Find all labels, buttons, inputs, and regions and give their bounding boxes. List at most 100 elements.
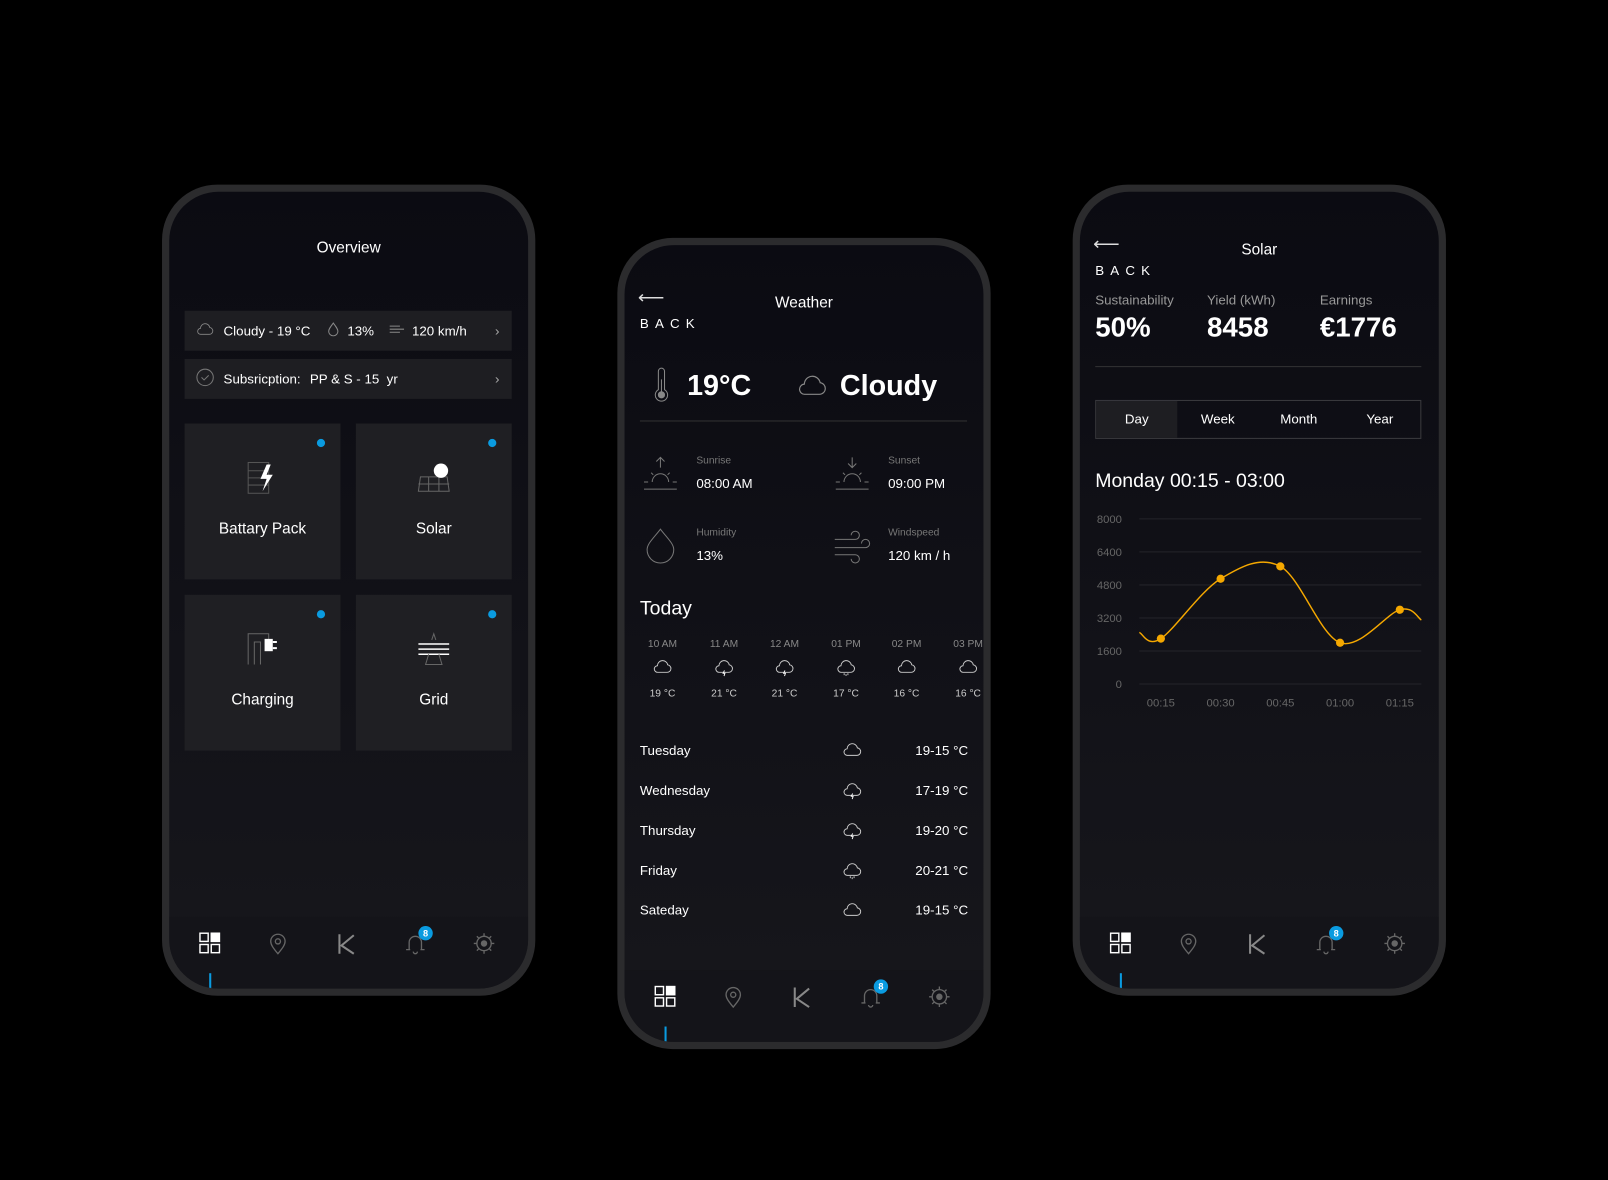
cloud-lightning-icon [841,819,864,845]
chevron-right-icon: › [494,371,500,387]
gear-icon [473,933,496,958]
back-arrow-icon[interactable]: ⟵ [1093,233,1120,255]
status-dot [488,610,497,619]
sunset-label: Sunset [888,455,921,467]
tab-day[interactable]: Day [1096,400,1178,438]
bell-icon [859,988,882,1012]
sunrise-value: 08:00 AM [696,475,753,492]
phone-solar: ⟵ BACK Solar Sustainability 50% Yield (k… [1072,184,1446,996]
hour-temp: 21 °C [771,688,798,700]
hourly-item: 02 PM 16 °C [881,639,932,700]
bottom-nav: 8 [1079,916,1439,989]
sunrise-icon [642,455,679,497]
day-name: Wednesday [639,782,711,798]
nav-k-logo[interactable] [1246,932,1271,957]
subscription-label: Subsricption: [223,371,301,387]
phone-overview: Overview Cloudy - 19 °C 13% 120 km/h › S… [162,184,536,996]
day-temp-range: 20-21 °C [915,862,969,878]
nav-notifications[interactable]: 8 [859,979,889,1012]
day-temp-range: 19-20 °C [915,822,969,838]
phone-weather: ⟵ BACK Weather 19°C Cloudy Sunrise 08:00… [617,237,991,1050]
day-name: Sateday [639,902,689,918]
status-dot [316,610,326,619]
notification-badge: 8 [1329,926,1344,941]
solar-screen: ⟵ BACK Solar Sustainability 50% Yield (k… [1079,191,1439,989]
humidity-label: Humidity [696,527,737,539]
nav-notifications[interactable]: 8 [404,926,433,958]
nav-dashboard[interactable] [1109,932,1135,957]
y-tick-label: 8000 [1097,514,1122,526]
y-tick-label: 1600 [1097,646,1122,658]
hour-temp: 16 °C [955,688,981,700]
weather-summary-bar[interactable]: Cloudy - 19 °C 13% 120 km/h › [184,310,512,351]
cloud-icon [841,899,864,925]
y-tick-label: 6400 [1097,547,1122,559]
cloud-lightning-icon [759,656,810,684]
tile-charging[interactable]: Charging [184,594,341,751]
tile-solar[interactable]: Solar [355,423,512,580]
stat-label-sustainability: Sustainability [1095,292,1174,308]
cloud-lightning-icon [841,779,864,805]
hour-temp: 17 °C [833,688,859,700]
data-point [1216,574,1225,583]
nav-dashboard[interactable] [199,932,224,957]
daily-row: Friday 20-21 °C [640,862,968,883]
day-temp-range: 17-19 °C [915,782,969,798]
subscription-bar[interactable]: Subsricption: PP & S - 15 yr › [184,358,512,399]
nav-location[interactable] [722,986,747,1011]
nav-k-logo[interactable] [335,932,360,957]
sunset-value: 09:00 PM [888,475,946,492]
x-tick-label: 01:00 [1326,698,1354,710]
tile-battery-pack[interactable]: Battary Pack [184,423,341,580]
nav-settings[interactable] [928,986,953,1011]
daily-row: Tuesday 19-15 °C [640,742,968,763]
nav-k-logo[interactable] [791,986,816,1011]
nav-location[interactable] [267,932,292,957]
page-title: Solar [1241,240,1278,259]
tile-label: Battary Pack [218,519,307,538]
divider [1095,366,1422,368]
nav-settings[interactable] [473,932,498,957]
cloud-icon [942,656,983,684]
subscription-value: PP & S - 15 yr [309,371,398,387]
back-button[interactable]: BACK [1095,262,1157,278]
nav-location[interactable] [1177,932,1202,957]
dashboard-icon [654,985,677,1012]
daily-row: Sateday 19-15 °C [640,902,968,923]
data-point [1276,562,1285,571]
cloud-icon [793,368,832,408]
x-tick-label: 00:15 [1147,698,1175,710]
y-tick-label: 0 [1116,679,1122,691]
tab-month[interactable]: Month [1280,411,1318,427]
dashboard-icon [199,932,222,958]
back-button[interactable]: BACK [639,315,701,332]
x-tick-label: 01:15 [1386,698,1414,710]
status-dot [488,438,497,448]
cloud-lightning-icon [698,656,749,684]
active-tab-indicator [1119,973,1122,989]
bottom-nav: 8 [624,970,984,1042]
day-name: Tuesday [639,742,691,758]
series-line [1138,561,1422,645]
hourly-item: 10 AM 19 °C [637,639,688,700]
nav-notifications[interactable]: 8 [1315,926,1344,958]
tab-year[interactable]: Year [1366,411,1394,427]
nav-settings[interactable] [1383,932,1408,957]
hourly-item: 03 PM 16 °C [942,639,983,700]
bell-icon [404,935,427,958]
day-temp-range: 19-15 °C [915,742,969,758]
weather-condition: Cloudy - 19 °C [223,323,311,339]
page-title: Weather [775,294,833,312]
humidity-value: 13% [696,547,724,563]
windspeed-value: 120 km / h [888,547,951,563]
range-title: Monday 00:15 - 03:00 [1095,470,1285,493]
x-tick-label: 00:30 [1206,698,1234,710]
day-temp-range: 19-15 °C [915,902,969,918]
cloud-icon [881,656,932,684]
nav-dashboard[interactable] [654,985,679,1012]
bell-icon [1315,935,1338,958]
back-arrow-icon[interactable]: ⟵ [637,287,665,308]
notification-badge: 8 [873,979,889,994]
tab-week[interactable]: Week [1200,411,1235,427]
tile-grid[interactable]: Grid [355,594,512,751]
